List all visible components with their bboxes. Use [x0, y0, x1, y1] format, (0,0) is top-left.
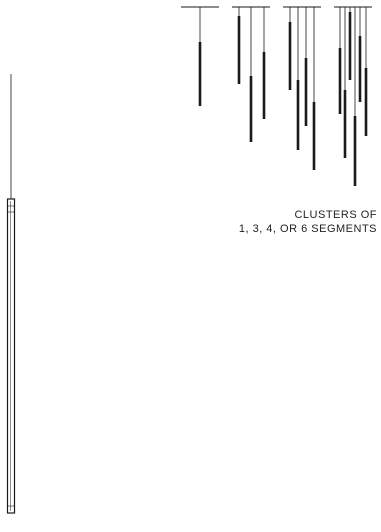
cluster-3-segments	[232, 6, 270, 142]
light-body	[6, 198, 16, 514]
caption-line-1: CLUSTERS OF	[294, 209, 377, 221]
single-segment-elevation	[6, 74, 16, 514]
cluster-1-segment	[181, 6, 219, 106]
cluster-4-segments	[283, 6, 321, 170]
cluster-6-segments	[334, 6, 372, 186]
clusters-caption: CLUSTERS OF 1, 3, 4, OR 6 SEGMENTS	[239, 208, 377, 236]
caption-line-2: 1, 3, 4, OR 6 SEGMENTS	[238, 223, 377, 235]
